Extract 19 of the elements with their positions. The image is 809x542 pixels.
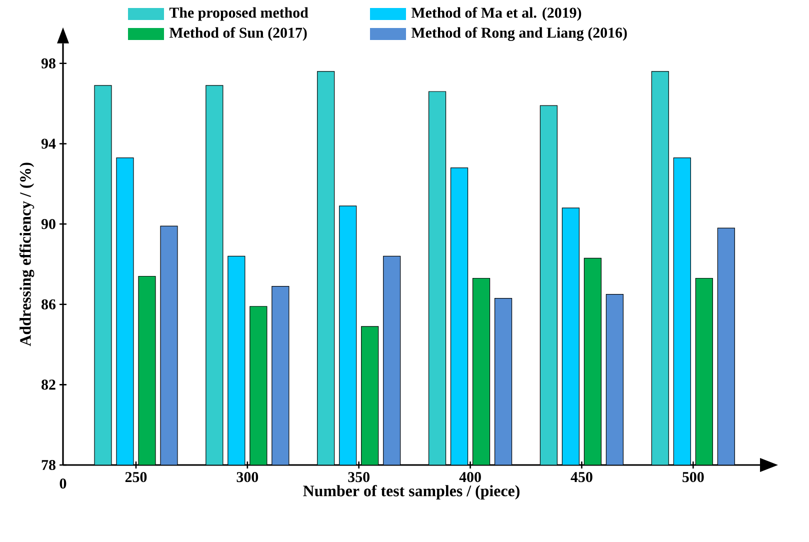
legend-label: Method of Sun (2017)	[169, 27, 307, 41]
legend-label: The proposed method	[169, 7, 308, 21]
x-tick-label: 300	[236, 472, 258, 482]
x-tick-label: 500	[682, 472, 704, 482]
x-tick-label: 450	[570, 472, 592, 482]
y-tick-label: 90	[41, 218, 56, 230]
y-tick-label: 98	[41, 58, 56, 68]
text: 0	[60, 478, 66, 489]
y-tick-label: 78	[42, 460, 56, 470]
y-axis-title: Addressing efficiency / (%)	[19, 162, 34, 346]
y-tick-label: 94	[41, 138, 56, 149]
x-tick-label: 400	[459, 472, 481, 482]
x-axis-title: Number of test samples / (piece)	[303, 484, 520, 500]
x-tick-label: 250	[125, 472, 147, 482]
y-tick-label: 82	[42, 380, 56, 390]
legend-label: Method of Ma et al. (2019)	[411, 7, 582, 21]
legend-label: Method of Rong and Liang (2016)	[411, 27, 627, 41]
x-tick-label: 350	[348, 472, 370, 482]
y-tick-label: 86	[42, 299, 56, 310]
